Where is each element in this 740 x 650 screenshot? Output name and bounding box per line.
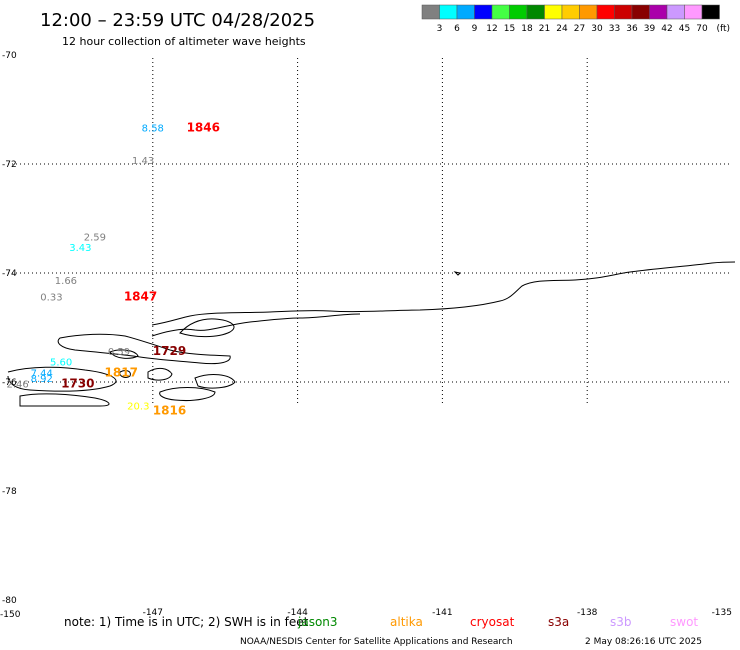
- color-scale-label: 12: [486, 24, 497, 34]
- y-tick-label: -78: [2, 487, 17, 497]
- color-scale-label: 6: [454, 24, 460, 34]
- wave-height-value: 1.66: [55, 276, 77, 287]
- x-tick-label: -138: [577, 608, 598, 618]
- x-tick-label: -144: [287, 608, 308, 618]
- color-scale-swatch: [649, 4, 668, 20]
- footer-generated: 2 May 08:26:16 UTC 2025: [585, 637, 702, 647]
- legend-entry-altika: altika: [390, 615, 423, 629]
- coast-bay: [179, 318, 235, 338]
- footer-credit: NOAA/NESDIS Center for Satellite Applica…: [240, 637, 513, 647]
- island-small-2: [453, 271, 462, 276]
- color-scale-swatch: [491, 4, 510, 20]
- grid-lines: [8, 58, 732, 406]
- wave-height-value: 2.59: [84, 232, 106, 243]
- chart-title: 12:00 – 23:59 UTC 04/28/2025: [40, 10, 315, 31]
- wave-height-value: 0.59: [108, 347, 130, 358]
- y-tick-label: -76: [2, 378, 17, 388]
- color-scale-swatch: [526, 4, 545, 20]
- wave-height-value: 5.60: [50, 358, 72, 369]
- chart-subtitle: 12 hour collection of altimeter wave hei…: [62, 35, 306, 48]
- wave-height-value: 3.43: [69, 243, 91, 254]
- x-tick-label: -147: [143, 608, 163, 618]
- color-scale-swatch: [614, 4, 633, 20]
- satellite-legend: jason3 altika cryosat s3a s3b swot: [297, 615, 698, 629]
- pass-time-label: 1847: [124, 289, 157, 303]
- ice-shelf-edge: [151, 261, 736, 326]
- y-tick-label: -72: [2, 160, 17, 170]
- pass-time-label: 1817: [105, 366, 138, 380]
- color-scale: 3 6 9 12 15 18 21 24 27 30 33 36 39 42 45 70 (ft): [421, 4, 731, 34]
- color-scale-swatch: [561, 4, 580, 20]
- color-scale-swatch: [579, 4, 598, 20]
- footer-note: note: 1) Time is in UTC; 2) SWH is in fe…: [64, 615, 309, 629]
- x-tick-label: -141: [432, 608, 452, 618]
- color-scale-label: 27: [574, 24, 585, 34]
- color-scale-swatch: [684, 4, 703, 20]
- wave-height-value: 20.3: [127, 401, 149, 412]
- island-small-1: [119, 370, 131, 378]
- color-scale-swatch: [439, 4, 458, 20]
- pass-time-labels: 1816 1817 1846 1847 1729 1730: [61, 120, 220, 417]
- color-scale-label: 9: [472, 24, 478, 34]
- wave-height-value: 0.33: [40, 292, 62, 303]
- color-scale-swatch: [701, 4, 720, 20]
- legend-entry-s3b: s3b: [610, 615, 632, 629]
- island-south-2: [147, 367, 173, 381]
- color-scale-swatch: [666, 4, 685, 20]
- color-scale-label: 45: [679, 24, 690, 34]
- pass-time-label: 1729: [153, 344, 186, 358]
- legend-entry-jason3: jason3: [297, 615, 338, 629]
- color-scale-swatch: [631, 4, 650, 20]
- wave-height-value: 8.58: [142, 123, 164, 134]
- island-south-5: [159, 387, 216, 401]
- wave-height-value: 1.43: [132, 156, 154, 167]
- island-south-4: [19, 393, 110, 407]
- legend-entry-s3a: s3a: [548, 615, 569, 629]
- color-scale-label: 33: [609, 24, 620, 34]
- wave-height-labels: 8.58 1.43 2.593.43 1.66 0.33 0.59 5.607.448.92…: [7, 123, 164, 412]
- color-scale-unit: (ft): [717, 24, 731, 34]
- axis-ticks: -70 -72 -74 -76 -78 -80 -150 -147 -144 -141 -138 -1…: [0, 51, 732, 620]
- color-scale-label: 39: [644, 24, 656, 34]
- y-tick-label: -74: [2, 269, 17, 279]
- coastline: [7, 261, 736, 407]
- color-scale-label: 30: [591, 24, 603, 34]
- island-south: [7, 366, 117, 392]
- color-scale-label: 3: [437, 24, 443, 34]
- wave-height-value: 7.44: [31, 369, 53, 380]
- color-scale-swatch: [474, 4, 493, 20]
- wave-height-value: 2.46: [7, 379, 29, 390]
- color-scale-label: 36: [626, 24, 638, 34]
- color-scale-label: 18: [521, 24, 533, 34]
- island-south-3: [194, 374, 236, 389]
- plot-area: -70 -72 -74 -76 -78 -80 -150 -147 -144 -141 -138 -1…: [0, 51, 736, 620]
- coast-inner: [151, 313, 361, 337]
- island-small-3: [109, 349, 139, 359]
- wave-height-value: 8.92: [31, 374, 53, 385]
- color-scale-swatch: [421, 4, 440, 20]
- color-scale-swatch: [544, 4, 563, 20]
- legend-entry-cryosat: cryosat: [470, 615, 515, 629]
- color-scale-label: 15: [504, 24, 515, 34]
- x-tick-label: -135: [712, 608, 732, 618]
- legend-entry-swot: swot: [670, 615, 698, 629]
- color-scale-swatch: [509, 4, 528, 20]
- pass-time-label: 1846: [187, 120, 220, 134]
- pass-time-label: 1730: [61, 376, 94, 390]
- color-scale-label: 21: [539, 24, 550, 34]
- island-big: [57, 333, 231, 365]
- x-tick-label: -150: [0, 610, 21, 620]
- y-tick-label: -80: [2, 596, 17, 606]
- y-tick-label: -70: [2, 51, 17, 61]
- color-scale-swatch: [596, 4, 615, 20]
- color-scale-label: 70: [696, 24, 708, 34]
- color-scale-label: 42: [661, 24, 672, 34]
- color-scale-swatch: [456, 4, 475, 20]
- pass-time-label: 1816: [153, 404, 186, 418]
- color-scale-label: 24: [556, 24, 568, 34]
